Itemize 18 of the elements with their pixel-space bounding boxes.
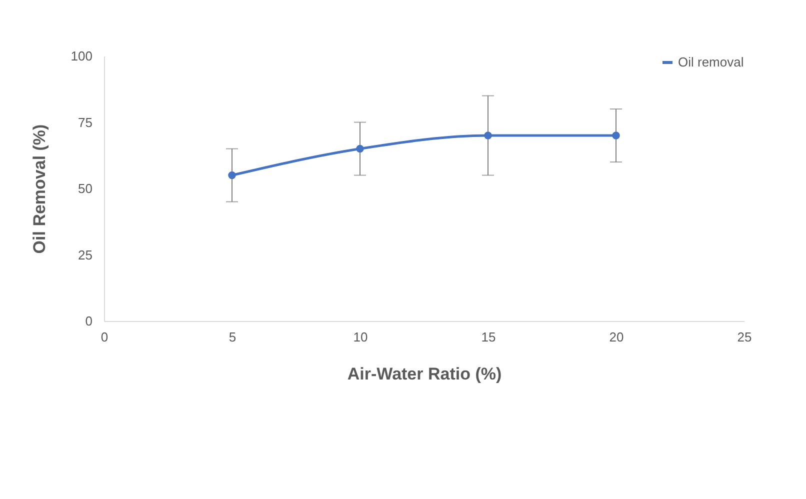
legend-label: Oil removal	[678, 54, 744, 70]
point	[612, 132, 620, 140]
x-tick-label: 5	[228, 330, 236, 344]
point	[356, 144, 364, 153]
y-tick-label: 100	[70, 48, 92, 64]
point	[484, 132, 492, 140]
x-axis-title: Air-Water Ratio (%)	[347, 364, 502, 384]
point	[228, 171, 236, 180]
x-tick-label: 10	[353, 330, 368, 344]
y-tick-label: 50	[78, 181, 92, 196]
y-tick-label: 25	[78, 247, 92, 262]
y-tick-label: 0	[85, 314, 92, 328]
y-axis-title: Oil Removal (%)	[30, 124, 49, 254]
x-tick-label: 0	[100, 330, 108, 344]
y-tick-label: 75	[78, 114, 92, 130]
x-tick-label: 25	[737, 330, 752, 344]
x-tick-label: 15	[481, 330, 496, 344]
x-tick-label: 20	[609, 330, 624, 344]
